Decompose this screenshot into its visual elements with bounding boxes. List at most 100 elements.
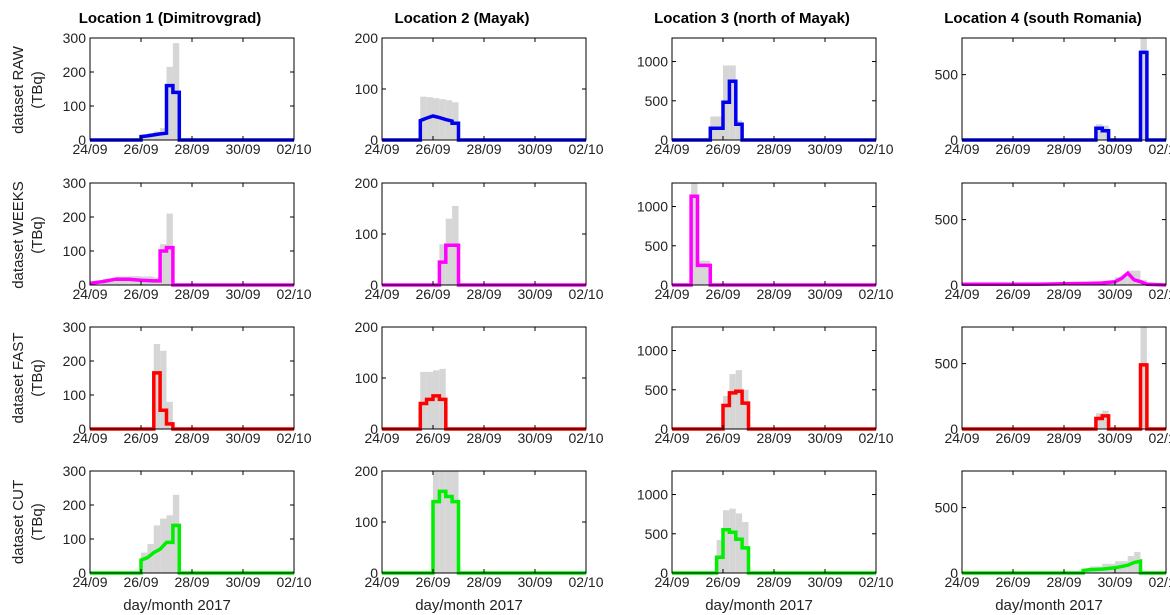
x-tick-label: 24/09 [72,574,107,590]
panel-r4-c2: 24/09 26/09 28/09 30/09 02/10 0 100 200 [355,463,604,590]
x-tick-label: 02/10 [858,286,893,302]
row-unit-fast: (TBq) [29,359,46,397]
row-unit-cut: (TBq) [29,503,46,541]
axes-box [89,182,295,286]
axes-box [671,37,877,141]
x-tick-label: 30/09 [1097,141,1132,157]
axes-box [961,37,1167,141]
x-tick-label: 30/09 [517,574,552,590]
x-tick-label: 02/10 [276,574,311,590]
axes-box [381,182,587,286]
y-tick-label: 1000 [637,199,668,215]
y-tick-label: 100 [355,226,379,242]
x-tick-label: 02/10 [858,430,893,446]
uncertainty-band [1140,38,1147,140]
panel-r3-c2: 24/09 26/09 28/09 30/09 02/10 0 100 200 [355,319,604,446]
column-title-location-4: Location 4 (south Romania) [944,10,1142,27]
panel-r1-c2: 24/09 26/09 28/09 30/09 02/10 0 100 200 [355,30,604,157]
uncertainty-band [445,471,453,573]
uncertainty-band [729,374,736,429]
panel-r3-c1: 24/09 26/09 28/09 30/09 02/10 0 100 200 300 [63,319,312,446]
y-tick-label: 0 [370,565,378,581]
uncertainty-band [691,183,698,285]
series-line [90,523,294,575]
axes-box [381,37,587,141]
x-tick-label: 28/09 [756,430,791,446]
x-tick-label: 28/09 [174,430,209,446]
x-tick-label: 02/10 [568,430,603,446]
column-title-location-1: Location 1 (Dimitrovgrad) [79,10,262,27]
x-tick-label: 26/09 [415,286,450,302]
y-tick-label: 1000 [637,487,668,503]
uncertainty-band [723,396,730,429]
x-tick-label: 30/09 [517,141,552,157]
uncertainty-band [166,66,173,140]
axes-box [961,326,1167,430]
uncertainty-band [735,513,743,573]
y-tick-label: 500 [935,500,959,516]
uncertainty-band [735,370,743,429]
series-line [672,194,876,287]
x-tick-label: 24/09 [364,141,399,157]
x-tick-label: 28/09 [1046,286,1081,302]
x-tick-label: 02/10 [568,141,603,157]
uncertainty-band [153,344,161,429]
x-tick-label: 24/09 [944,574,979,590]
x-tick-label: 24/09 [944,430,979,446]
x-tick-label: 26/09 [705,286,740,302]
x-tick-label: 24/09 [72,141,107,157]
y-tick-label: 0 [78,277,86,293]
panel-r3-c3: 24/09 26/09 28/09 30/09 02/10 0 500 1000 [637,326,894,446]
y-tick-label: 100 [63,243,87,259]
series-line [672,79,876,142]
panel-r2-c2: 24/09 26/09 28/09 30/09 02/10 0 100 200 [355,175,604,302]
x-tick-label: 28/09 [756,574,791,590]
y-tick-label: 0 [370,132,378,148]
x-tick-label: 30/09 [225,141,260,157]
panel-r2-c3: 24/09 26/09 28/09 30/09 02/10 0 500 1000 [637,182,894,302]
x-tick-label: 28/09 [1046,141,1081,157]
x-tick-label: 26/09 [995,286,1030,302]
y-tick-label: 200 [355,463,379,479]
x-tick-label: 28/09 [174,286,209,302]
uncertainty-band [420,371,427,429]
axes-box [671,326,877,430]
x-tick-label: 02/10 [858,141,893,157]
x-tick-label: 26/09 [123,141,158,157]
row-label-cut: dataset CUT [10,480,27,564]
x-tick-label: 02/10 [568,286,603,302]
panel-r4-c4: 24/09 26/09 28/09 30/09 02/10 0 500 [935,470,1170,590]
y-tick-label: 200 [355,30,379,46]
x-tick-label: 02/10 [568,574,603,590]
x-tick-label: 26/09 [705,141,740,157]
y-tick-label: 500 [645,93,669,109]
panel-r4-c3: 24/09 26/09 28/09 30/09 02/10 0 500 1000 [637,470,894,590]
x-axis-label-col-4: day/month 2017 [995,597,1103,614]
y-tick-label: 0 [950,277,958,293]
x-tick-label: 28/09 [466,574,501,590]
x-tick-label: 28/09 [756,141,791,157]
y-tick-label: 200 [355,319,379,335]
uncertainty-band [729,65,736,140]
y-tick-label: 0 [78,421,86,437]
y-tick-label: 0 [660,132,668,148]
y-tick-label: 300 [63,175,87,191]
y-tick-label: 300 [63,30,87,46]
column-title-location-2: Location 2 (Mayak) [394,10,529,27]
y-tick-label: 200 [63,209,87,225]
x-tick-label: 26/09 [995,430,1030,446]
uncertainty-band [452,471,459,573]
y-tick-label: 500 [935,67,959,83]
panel-r1-c4: 24/09 26/09 28/09 30/09 02/10 0 500 [935,37,1170,157]
x-tick-label: 26/09 [415,430,450,446]
x-axis-label-col-3: day/month 2017 [705,597,813,614]
y-tick-label: 500 [935,212,959,228]
y-tick-label: 0 [950,421,958,437]
y-tick-label: 500 [935,356,959,372]
y-tick-label: 1000 [637,343,668,359]
x-tick-label: 02/10 [276,286,311,302]
series-line [962,50,1166,142]
uncertainty-band [160,244,167,285]
x-tick-label: 02/10 [1148,141,1170,157]
axes-box [381,470,587,574]
